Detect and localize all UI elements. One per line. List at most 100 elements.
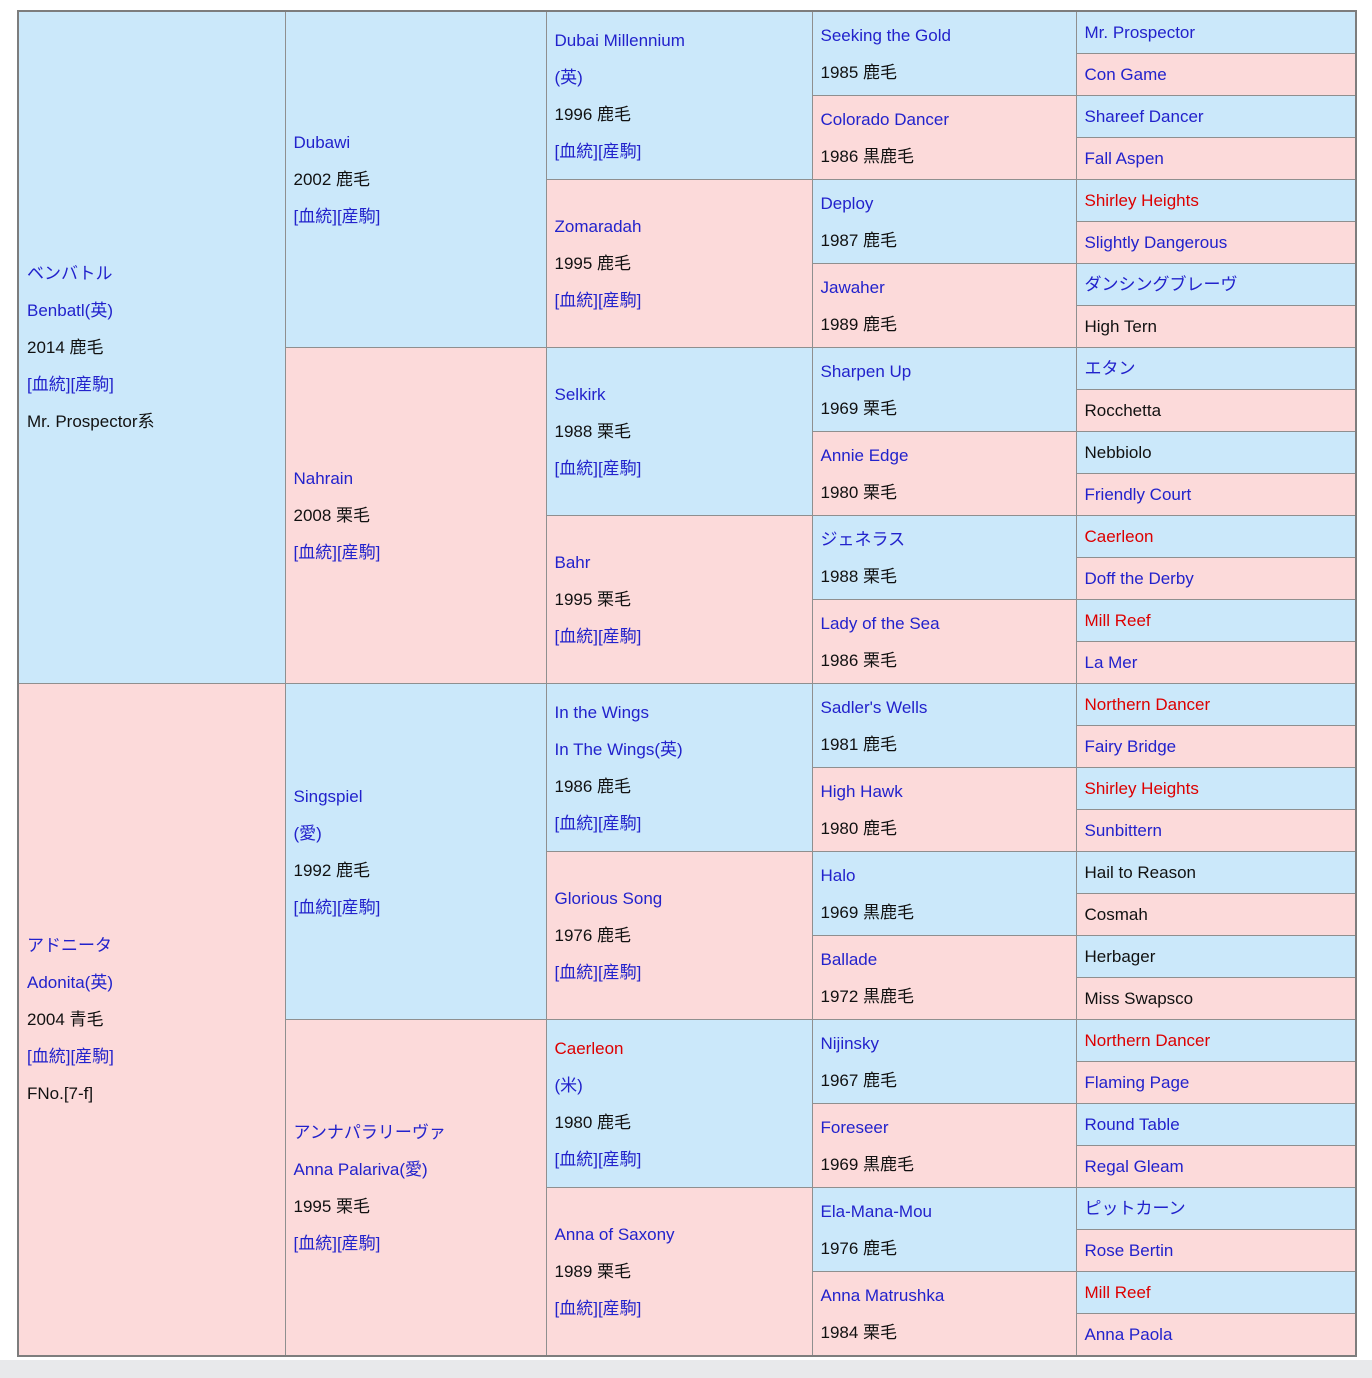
cell-line: Herbager — [1085, 938, 1348, 975]
horse-link[interactable]: High Hawk — [820, 781, 903, 801]
offspring-link[interactable]: [産駒] — [597, 291, 642, 310]
horse-link[interactable]: Nijinsky — [820, 1033, 880, 1053]
horse-link[interactable]: Anna Matrushka — [820, 1285, 945, 1305]
horse-link[interactable]: Sadler's Wells — [820, 697, 928, 717]
horse-link[interactable]: Nahrain — [293, 469, 354, 488]
horse-link[interactable]: Bahr — [554, 553, 591, 572]
offspring-link[interactable]: [産駒] — [336, 897, 381, 917]
horse-link-duplicate[interactable]: Caerleon — [554, 1038, 624, 1058]
horse-link[interactable]: Friendly Court — [1084, 485, 1192, 504]
horse-link[interactable]: ダンシングブレーヴ — [1084, 275, 1238, 294]
horse-link[interactable]: Sunbittern — [1084, 821, 1163, 840]
horse-link[interactable]: (英) — [554, 67, 583, 87]
bloodline-link[interactable]: [血統] — [554, 1299, 598, 1318]
horse-link[interactable]: (愛) — [293, 823, 322, 843]
horse-link[interactable]: In the Wings — [554, 702, 650, 722]
horse-link[interactable]: Jawaher — [820, 277, 885, 297]
horse-link[interactable]: アンナパラリーヴァ — [293, 1122, 446, 1142]
horse-link-duplicate[interactable]: Shirley Heights — [1084, 191, 1199, 210]
horse-link[interactable]: Halo — [820, 865, 856, 885]
bloodline-link[interactable]: [血統] — [27, 375, 71, 394]
horse-link[interactable]: Deploy — [820, 193, 874, 213]
bloodline-link[interactable]: [血統] — [27, 1047, 71, 1066]
horse-link[interactable]: Doff the Derby — [1084, 569, 1194, 588]
horse-link[interactable]: ピットカーン — [1084, 1199, 1186, 1218]
horse-link[interactable]: Zomaradah — [554, 217, 642, 236]
offspring-link[interactable]: [産駒] — [597, 1299, 642, 1318]
offspring-link[interactable]: [産駒] — [597, 627, 642, 646]
horse-link-duplicate[interactable]: Mill Reef — [1084, 1283, 1151, 1302]
horse-link[interactable]: Benbatl(英) — [27, 301, 113, 320]
horse-link[interactable]: Lady of the Sea — [820, 613, 940, 633]
bloodline-link[interactable]: [血統] — [293, 543, 337, 562]
horse-link[interactable]: Anna of Saxony — [554, 1225, 675, 1244]
horse-link[interactable]: Foreseer — [820, 1117, 889, 1137]
detail-text: 1980 栗毛 — [820, 482, 898, 502]
pedigree-cell: Friendly Court — [1075, 473, 1357, 516]
horse-link[interactable]: Sharpen Up — [820, 361, 912, 381]
offspring-link[interactable]: [産駒] — [336, 543, 381, 562]
bloodline-link[interactable]: [血統] — [293, 1233, 337, 1253]
horse-link[interactable]: Fall Aspen — [1084, 149, 1164, 168]
offspring-link[interactable]: [産駒] — [597, 459, 642, 478]
horse-link-duplicate[interactable]: Caerleon — [1084, 527, 1154, 546]
horse-link-duplicate[interactable]: Northern Dancer — [1084, 695, 1211, 714]
horse-link[interactable]: Fairy Bridge — [1084, 737, 1177, 756]
horse-link[interactable]: Mr. Prospector — [1084, 23, 1196, 42]
bloodline-link[interactable]: [血統] — [554, 459, 598, 478]
horse-link[interactable]: Regal Gleam — [1084, 1157, 1184, 1176]
horse-link[interactable]: Flaming Page — [1084, 1073, 1190, 1092]
horse-link[interactable]: La Mer — [1084, 653, 1138, 672]
horse-link[interactable]: ジェネラス — [820, 529, 906, 549]
horse-link[interactable]: Anna Palariva(愛) — [293, 1159, 428, 1179]
horse-link[interactable]: Ela-Mana-Mou — [820, 1201, 933, 1221]
horse-link-duplicate[interactable]: Northern Dancer — [1084, 1031, 1211, 1050]
offspring-link[interactable]: [産駒] — [597, 963, 642, 982]
bloodline-link[interactable]: [血統] — [554, 291, 598, 310]
bloodline-link[interactable]: [血統] — [554, 813, 598, 833]
horse-link[interactable]: Annie Edge — [820, 445, 909, 465]
horse-link[interactable]: Dubawi — [293, 133, 351, 152]
offspring-link[interactable]: [産駒] — [597, 141, 642, 161]
horse-link[interactable]: Adonita(英) — [27, 973, 113, 992]
horse-link[interactable]: Selkirk — [554, 385, 606, 404]
offspring-link[interactable]: [産駒] — [336, 1233, 381, 1253]
horse-link[interactable]: アドニータ — [27, 936, 112, 955]
cell-line: Anna Palariva(愛) — [294, 1151, 538, 1188]
horse-link[interactable]: (米) — [554, 1075, 583, 1095]
horse-link[interactable]: Singspiel — [293, 786, 363, 806]
horse-link[interactable]: Colorado Dancer — [820, 109, 950, 129]
horse-link[interactable]: Ballade — [820, 949, 878, 969]
horse-link[interactable]: ベンバトル — [27, 264, 113, 283]
bloodline-link[interactable]: [血統] — [293, 897, 337, 917]
horse-link[interactable]: In The Wings(英) — [554, 739, 683, 759]
horse-link[interactable]: Glorious Song — [554, 889, 663, 908]
offspring-link[interactable]: [産駒] — [597, 1149, 642, 1169]
detail-text: Herbager — [1084, 947, 1156, 966]
cell-line: High Hawk — [821, 773, 1068, 810]
cell-line: Friendly Court — [1085, 476, 1348, 513]
bloodline-link[interactable]: [血統] — [554, 963, 598, 982]
bloodline-link[interactable]: [血統] — [293, 207, 337, 226]
offspring-link[interactable]: [産駒] — [336, 207, 381, 226]
detail-text: Rocchetta — [1084, 401, 1162, 420]
horse-link[interactable]: Round Table — [1084, 1115, 1180, 1134]
horse-link[interactable]: Dubai Millennium — [554, 30, 685, 50]
offspring-link[interactable]: [産駒] — [597, 813, 642, 833]
horse-link-duplicate[interactable]: Mill Reef — [1084, 611, 1151, 630]
horse-link-duplicate[interactable]: Shirley Heights — [1084, 779, 1199, 798]
horse-link[interactable]: Anna Paola — [1084, 1325, 1173, 1344]
bloodline-link[interactable]: [血統] — [554, 627, 598, 646]
offspring-link[interactable]: [産駒] — [70, 1047, 114, 1066]
pedigree-cell: Seeking the Gold 1985 鹿毛 — [811, 10, 1077, 96]
cell-line: Mill Reef — [1085, 1274, 1348, 1311]
horse-link[interactable]: Con Game — [1084, 65, 1167, 84]
offspring-link[interactable]: [産駒] — [70, 375, 114, 394]
bloodline-link[interactable]: [血統] — [554, 141, 598, 161]
horse-link[interactable]: エタン — [1084, 359, 1136, 378]
horse-link[interactable]: Seeking the Gold — [820, 25, 951, 45]
horse-link[interactable]: Rose Bertin — [1084, 1241, 1174, 1260]
horse-link[interactable]: Slightly Dangerous — [1084, 233, 1228, 252]
bloodline-link[interactable]: [血統] — [554, 1149, 598, 1169]
horse-link[interactable]: Shareef Dancer — [1084, 107, 1204, 126]
